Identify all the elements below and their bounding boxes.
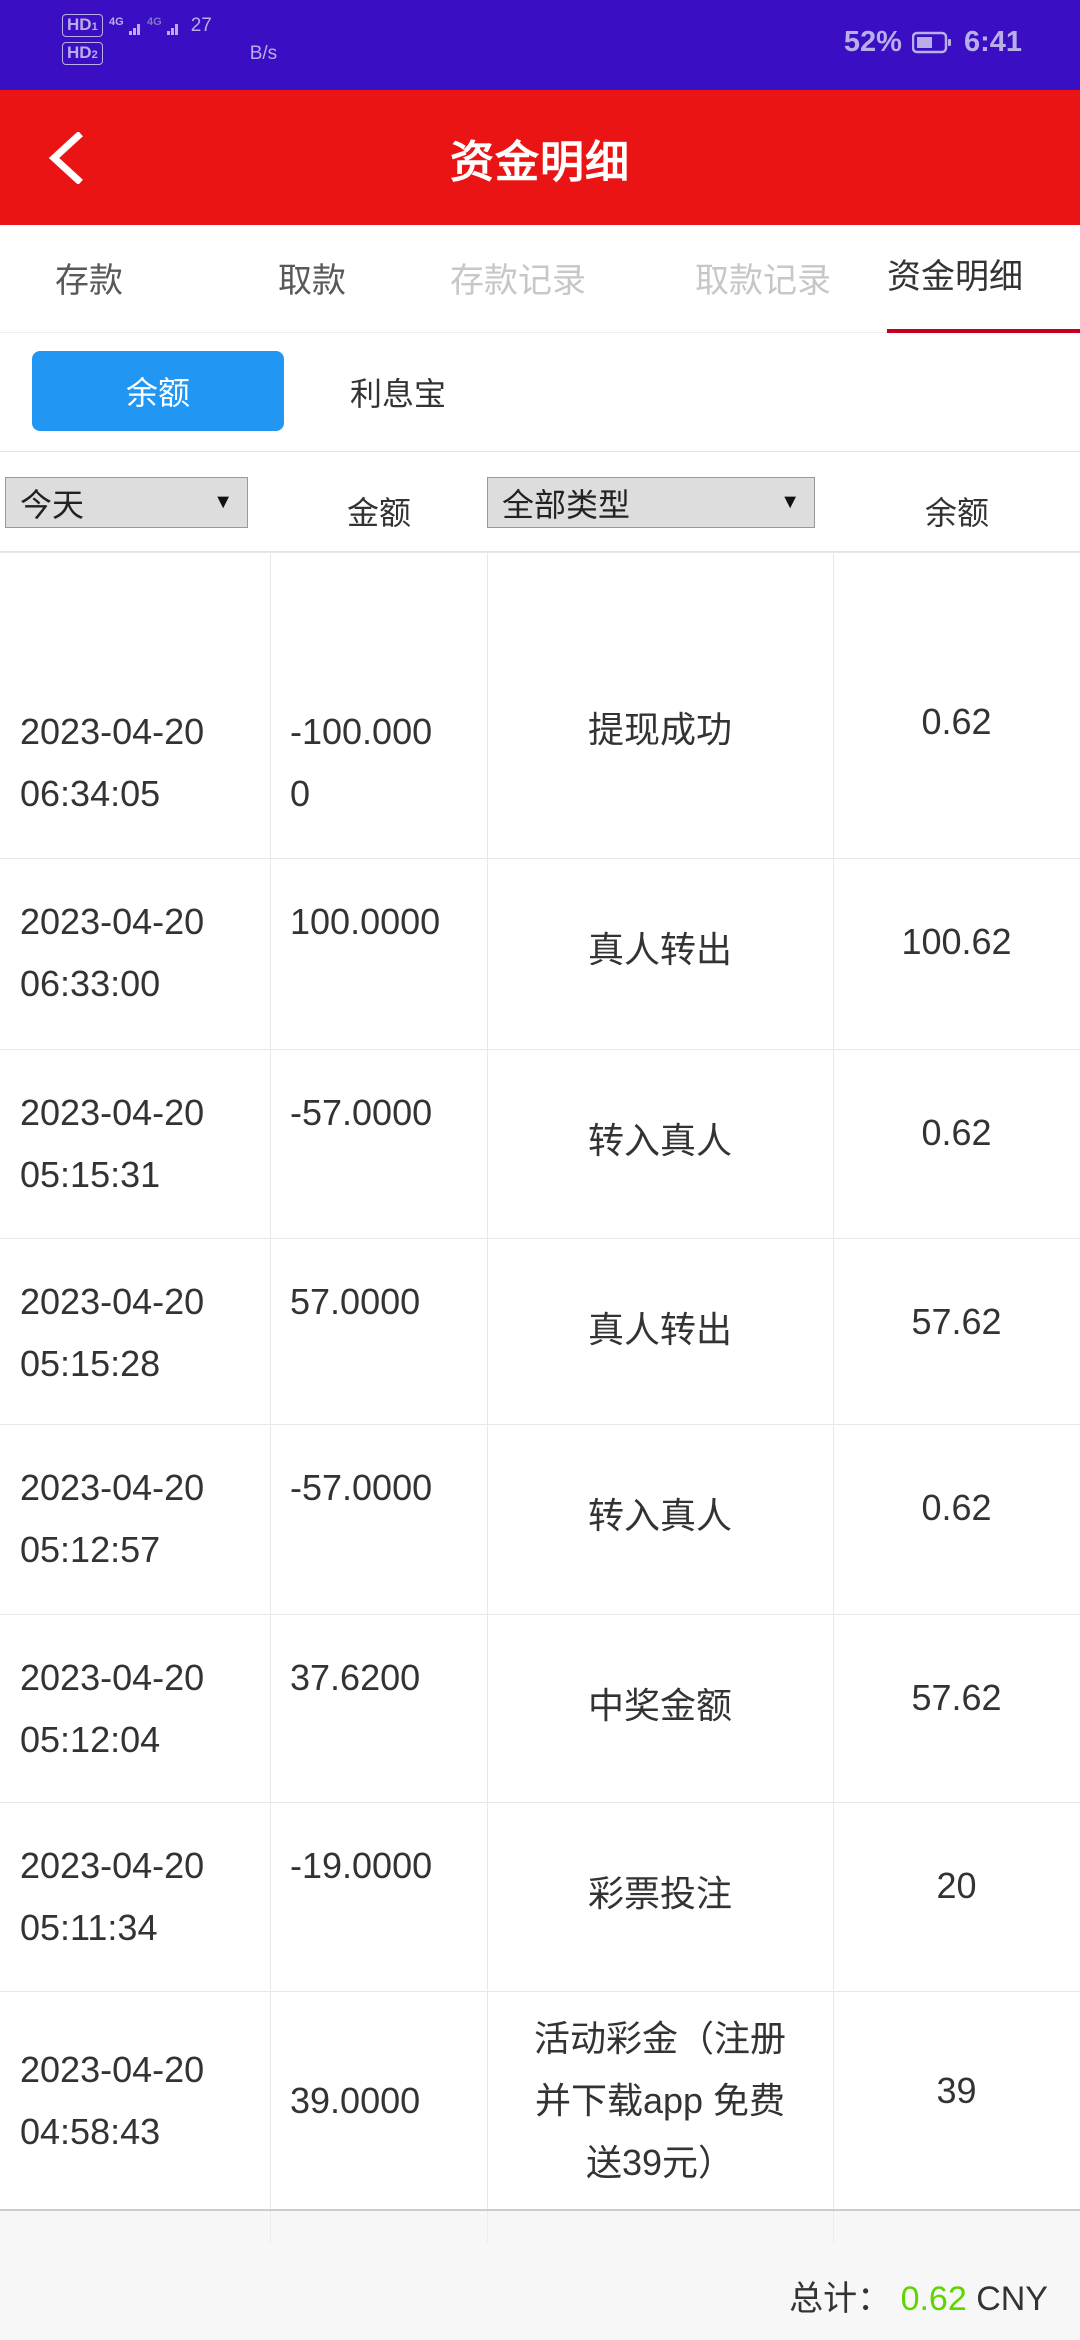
svg-text:4G: 4G xyxy=(147,16,162,28)
svg-text:4G: 4G xyxy=(109,16,124,28)
